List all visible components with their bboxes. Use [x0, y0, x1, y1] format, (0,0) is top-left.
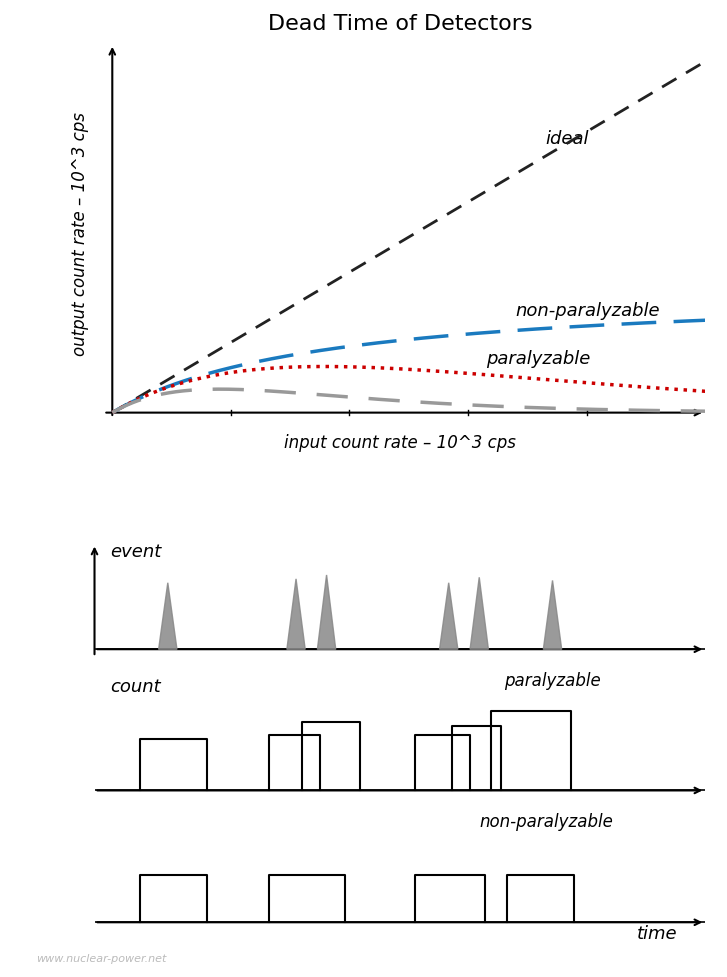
Title: Dead Time of Detectors: Dead Time of Detectors	[268, 14, 532, 34]
Text: non-paralyzable: non-paralyzable	[479, 813, 613, 830]
Text: paralyzable: paralyzable	[486, 350, 590, 368]
Y-axis label: output count rate – 10^3 cps: output count rate – 10^3 cps	[71, 111, 89, 356]
Polygon shape	[318, 574, 336, 650]
Polygon shape	[470, 577, 489, 650]
Polygon shape	[543, 580, 562, 650]
Text: non-paralyzable: non-paralyzable	[515, 302, 660, 320]
Polygon shape	[440, 582, 458, 650]
Polygon shape	[158, 582, 177, 650]
Text: ideal: ideal	[545, 130, 589, 148]
X-axis label: input count rate – 10^3 cps: input count rate – 10^3 cps	[284, 434, 515, 452]
Polygon shape	[287, 578, 305, 650]
Text: time: time	[637, 925, 678, 944]
Text: paralyzable: paralyzable	[504, 671, 601, 690]
Text: www.nuclear-power.net: www.nuclear-power.net	[36, 955, 166, 964]
Text: count: count	[110, 677, 161, 696]
Text: event: event	[110, 543, 161, 561]
